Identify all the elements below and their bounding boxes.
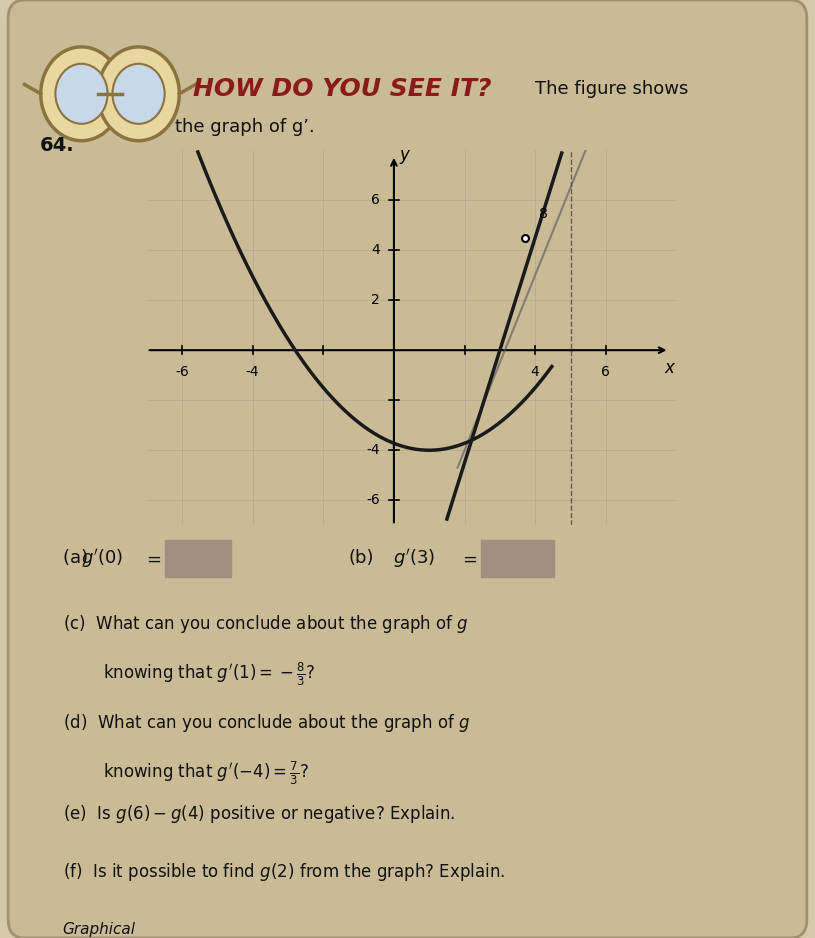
Text: (d)  What can you conclude about the graph of $g$: (d) What can you conclude about the grap…	[63, 712, 470, 734]
FancyBboxPatch shape	[8, 0, 807, 938]
Text: 6: 6	[371, 193, 380, 207]
Text: -6: -6	[175, 365, 189, 379]
Text: 64.: 64.	[40, 136, 74, 155]
Text: 8: 8	[539, 206, 548, 220]
Text: $g'(3)$: $g'(3)$	[393, 547, 435, 569]
Text: -4: -4	[246, 365, 259, 379]
Text: 4: 4	[371, 243, 380, 257]
Text: -6: -6	[366, 493, 380, 507]
Text: $g'(0)$: $g'(0)$	[82, 547, 123, 569]
Text: 2: 2	[371, 294, 380, 307]
FancyBboxPatch shape	[165, 539, 231, 577]
Circle shape	[55, 64, 108, 124]
Circle shape	[98, 47, 179, 141]
Text: 4: 4	[531, 365, 540, 379]
Text: HOW DO YOU SEE IT?: HOW DO YOU SEE IT?	[193, 77, 491, 101]
Text: $=$: $=$	[459, 550, 478, 567]
Text: x: x	[664, 358, 674, 377]
Text: (f)  Is it possible to find $g(2)$ from the graph? Explain.: (f) Is it possible to find $g(2)$ from t…	[63, 861, 505, 883]
Text: knowing that $g'(1) = -\frac{8}{3}$?: knowing that $g'(1) = -\frac{8}{3}$?	[103, 660, 315, 688]
Text: (a): (a)	[63, 550, 94, 567]
Text: Graphical: Graphical	[63, 922, 136, 937]
Text: (e)  Is $g(6) - g(4)$ positive or negative? Explain.: (e) Is $g(6) - g(4)$ positive or negativ…	[63, 803, 456, 825]
Text: $=$: $=$	[143, 550, 162, 567]
Text: (c)  What can you conclude about the graph of $g$: (c) What can you conclude about the grap…	[63, 613, 469, 635]
Text: the graph of g’.: the graph of g’.	[174, 117, 315, 136]
Text: The figure shows: The figure shows	[535, 80, 688, 98]
FancyBboxPatch shape	[481, 539, 554, 577]
Text: -4: -4	[366, 444, 380, 457]
Circle shape	[41, 47, 122, 141]
Text: 6: 6	[601, 365, 610, 379]
Text: knowing that $g'(-4) = \frac{7}{3}$?: knowing that $g'(-4) = \frac{7}{3}$?	[103, 759, 309, 787]
Circle shape	[112, 64, 165, 124]
Text: y: y	[399, 146, 409, 164]
Text: (b): (b)	[349, 550, 374, 567]
